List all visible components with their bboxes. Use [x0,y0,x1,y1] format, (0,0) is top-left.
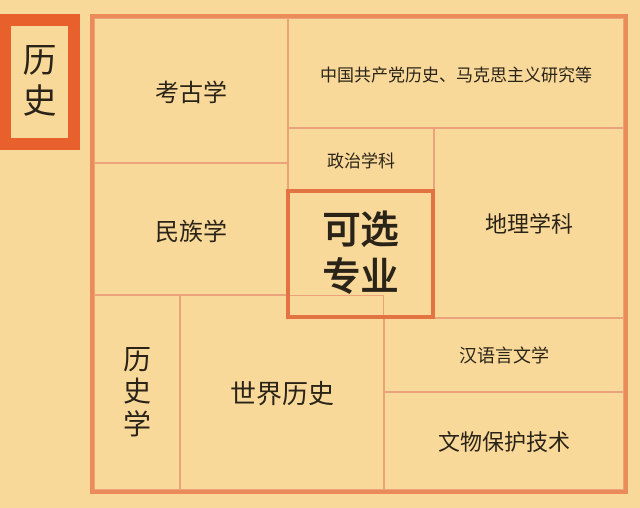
optional-majors-center: 可选 专业 [286,189,435,319]
major-relic-protection-label: 文物保护技术 [437,431,570,456]
major-relic-protection: 文物保护技术 [384,392,624,490]
major-archaeology-label: 考古学 [155,79,227,107]
major-history-char3: 学 [122,407,151,441]
major-cpc-history: 中国共产党历史、马克思主义研究等 [288,18,624,128]
major-history-char2: 史 [122,375,151,409]
subject-tag: 历 史 [0,14,80,150]
subject-label-line2: 史 [22,82,57,122]
major-political-label: 政治学科 [327,151,395,172]
majors-frame [90,14,628,494]
major-archaeology: 考古学 [94,18,288,163]
major-history-label: 历 史 学 [123,344,151,441]
subject-tag-inner: 历 史 [11,26,68,138]
major-ethnology-label: 民族学 [155,217,227,246]
major-geography: 地理学科 [434,128,624,318]
center-line2: 专业 [322,255,399,299]
major-political: 政治学科 [288,128,434,190]
major-history-char1: 历 [122,343,151,377]
major-chinese-lang-label: 汉语言文学 [459,346,549,367]
major-world-history: 世界历史 [180,295,384,490]
major-chinese-lang: 汉语言文学 [384,318,624,392]
major-geography-label: 地理学科 [484,213,573,238]
major-world-history-label: 世界历史 [229,380,334,410]
major-ethnology: 民族学 [94,163,288,295]
subject-label-line1: 历 [22,41,57,82]
major-cpc-history-label: 中国共产党历史、马克思主义研究等 [320,65,592,86]
major-history: 历 史 学 [94,295,180,490]
center-line1: 可选 [322,207,399,252]
